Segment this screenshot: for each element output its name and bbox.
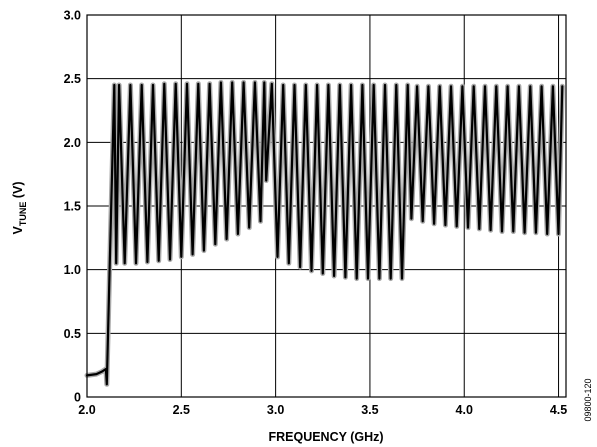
y-tick-label: 2.0 [64, 136, 81, 150]
x-tick-label: 3.0 [267, 403, 284, 417]
y-axis-label: VTUNE (V) [11, 182, 28, 235]
y-tick-labels: 0 0.5 1.0 1.5 2.0 2.5 3.0 [64, 9, 81, 405]
y-tick-label: 0 [74, 391, 81, 405]
x-tick-label: 2.5 [173, 403, 190, 417]
x-axis-label: FREQUENCY (GHz) [268, 430, 383, 444]
y-tick-label: 2.5 [64, 72, 81, 86]
figure-id: 09800-120 [583, 378, 593, 421]
x-tick-label: 4.5 [550, 403, 567, 417]
plot-frame [86, 14, 567, 398]
y-tick-label: 3.0 [64, 9, 81, 23]
x-tick-labels: 2.0 2.5 3.0 3.5 4.0 4.5 [78, 403, 567, 417]
y-tick-label: 0.5 [64, 327, 81, 341]
x-tick-label: 3.5 [361, 403, 378, 417]
x-tick-label: 4.0 [456, 403, 473, 417]
y-tick-label: 1.0 [64, 263, 81, 277]
y-tick-label: 1.5 [64, 200, 81, 214]
x-tick-label: 2.0 [78, 403, 95, 417]
series-group [84, 80, 565, 387]
y-axis-label-unit: (V) [11, 182, 25, 202]
y-axis-label-main: V [11, 225, 25, 234]
y-axis-label-subscript: TUNE [18, 202, 28, 227]
series-line [85, 81, 564, 386]
